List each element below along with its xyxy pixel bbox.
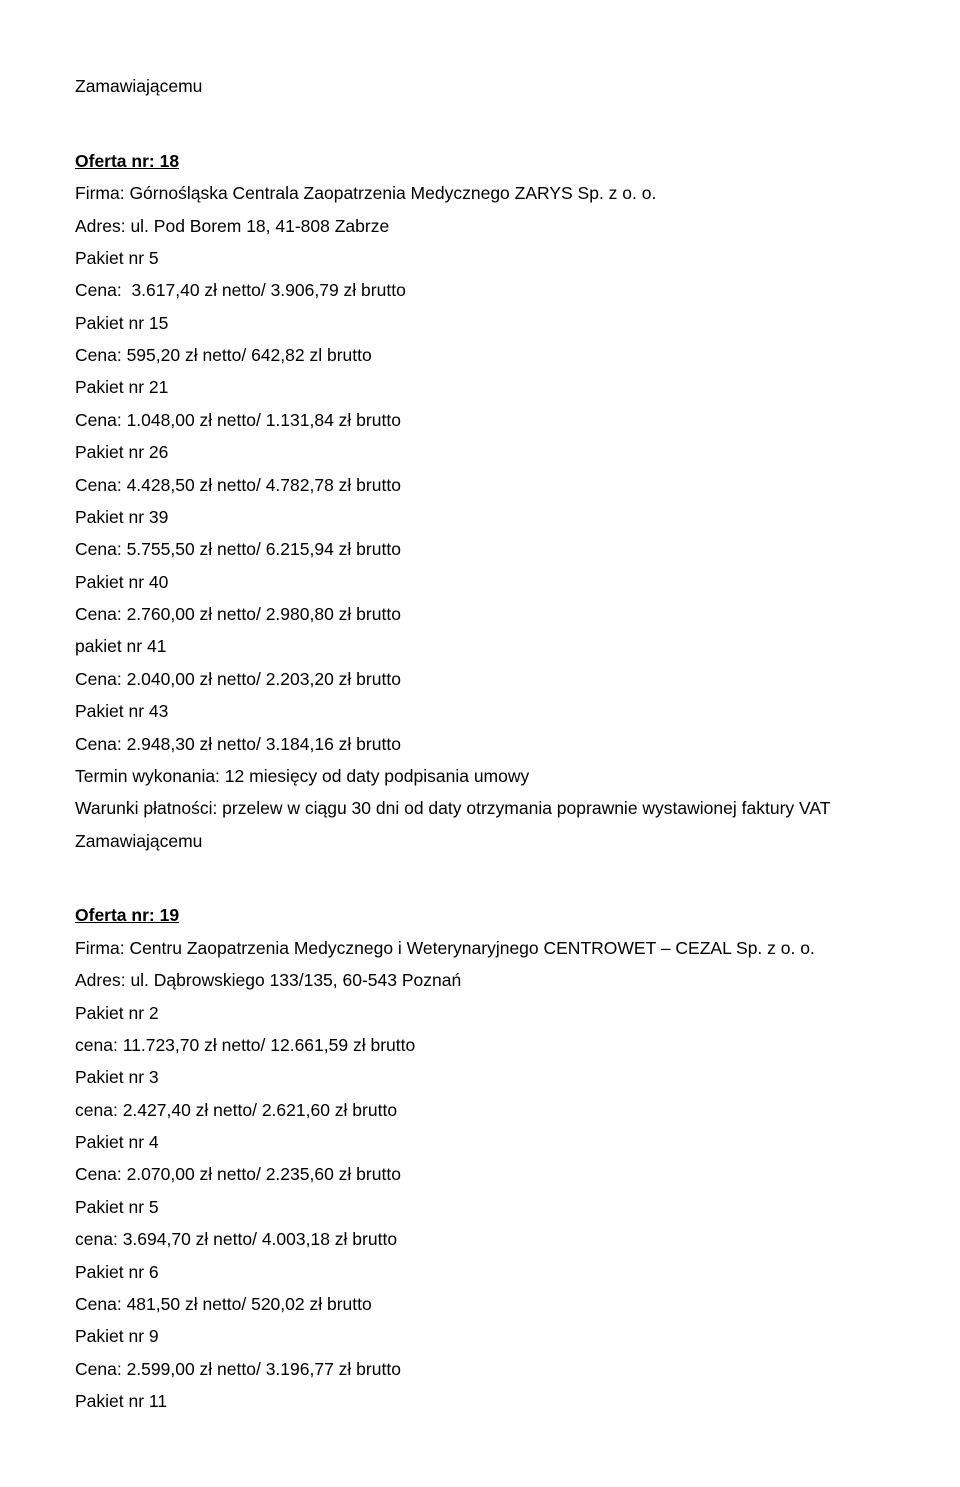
document-line: Pakiet nr 4 [75, 1126, 885, 1158]
offer-heading: Oferta nr: 19 [75, 899, 885, 931]
document-line: Pakiet nr 5 [75, 1191, 885, 1223]
document-body: Zamawiającemu Oferta nr: 18 Firma: Górno… [75, 70, 885, 1417]
line-prefix: Cena: [75, 475, 127, 495]
document-line: Pakiet nr 39 [75, 501, 885, 533]
document-line: Pakiet nr 40 [75, 566, 885, 598]
line-prefix: Cena: [75, 604, 127, 624]
offer-block-18: Oferta nr: 18 Firma: Górnośląska Central… [75, 145, 885, 857]
line-text: 2.599,00 zł netto/ 3.196,77 zł brutto [127, 1359, 401, 1379]
document-line: Cena: 5.755,50 zł netto/ 6.215,94 zł bru… [75, 533, 885, 565]
line-prefix: Cena: [75, 669, 127, 689]
line-prefix: cena: [75, 1229, 123, 1249]
document-line: Pakiet nr 5 [75, 242, 885, 274]
line-prefix: cena: [75, 1035, 123, 1055]
line-text: 4.428,50 zł netto/ 4.782,78 zł brutto [127, 475, 401, 495]
trailing-line: Zamawiającemu [75, 70, 885, 102]
document-line: Pakiet nr 26 [75, 436, 885, 468]
line-prefix: Cena: [75, 1294, 127, 1314]
document-line: Cena: 481,50 zł netto/ 520,02 zł brutto [75, 1288, 885, 1320]
document-line: cena: 11.723,70 zł netto/ 12.661,59 zł b… [75, 1029, 885, 1061]
line-text: 481,50 zł netto/ 520,02 zł brutto [127, 1294, 372, 1314]
offer-lines: Firma: Centru Zaopatrzenia Medycznego i … [75, 932, 885, 1418]
line-prefix: cena: [75, 1100, 123, 1120]
document-line: Cena: 2.948,30 zł netto/ 3.184,16 zł bru… [75, 728, 885, 760]
document-line: Termin wykonania: 12 miesięcy od daty po… [75, 760, 885, 792]
line-text: 11.723,70 zł netto/ 12.661,59 zł brutto [123, 1035, 416, 1055]
line-text: 595,20 zł netto/ 642,82 zl brutto [127, 345, 372, 365]
document-line: Warunki płatności: przelew w ciągu 30 dn… [75, 792, 885, 857]
document-line: Pakiet nr 11 [75, 1385, 885, 1417]
offer-heading: Oferta nr: 18 [75, 145, 885, 177]
line-text: 1.048,00 zł netto/ 1.131,84 zł brutto [127, 410, 401, 430]
document-line: Cena: 2.040,00 zł netto/ 2.203,20 zł bru… [75, 663, 885, 695]
document-line: Pakiet nr 3 [75, 1061, 885, 1093]
document-line: Pakiet nr 15 [75, 307, 885, 339]
line-text: 2.948,30 zł netto/ 3.184,16 zł brutto [127, 734, 401, 754]
document-line: Pakiet nr 21 [75, 371, 885, 403]
document-line: Pakiet nr 9 [75, 1320, 885, 1352]
document-line: Firma: Górnośląska Centrala Zaopatrzenia… [75, 177, 885, 209]
document-line: cena: 3.694,70 zł netto/ 4.003,18 zł bru… [75, 1223, 885, 1255]
document-line: Cena: 4.428,50 zł netto/ 4.782,78 zł bru… [75, 469, 885, 501]
document-line: Adres: ul. Dąbrowskiego 133/135, 60-543 … [75, 964, 885, 996]
document-line: Pakiet nr 6 [75, 1256, 885, 1288]
document-line: Pakiet nr 2 [75, 997, 885, 1029]
line-text: 5.755,50 zł netto/ 6.215,94 zł brutto [127, 539, 401, 559]
line-text: 3.694,70 zł netto/ 4.003,18 zł brutto [123, 1229, 397, 1249]
line-text: 2.427,40 zł netto/ 2.621,60 zł brutto [123, 1100, 397, 1120]
document-line: Cena: 2.760,00 zł netto/ 2.980,80 zł bru… [75, 598, 885, 630]
line-prefix: Cena: [75, 1164, 127, 1184]
line-prefix: Cena: [75, 410, 127, 430]
document-line: Cena: 1.048,00 zł netto/ 1.131,84 zł bru… [75, 404, 885, 436]
document-line: Firma: Centru Zaopatrzenia Medycznego i … [75, 932, 885, 964]
line-text: 3.617,40 zł netto/ 3.906,79 zł brutto [131, 280, 405, 300]
document-line: Adres: ul. Pod Borem 18, 41-808 Zabrze [75, 210, 885, 242]
offer-block-19: Oferta nr: 19 Firma: Centru Zaopatrzenia… [75, 899, 885, 1417]
document-line: Cena: 595,20 zł netto/ 642,82 zl brutto [75, 339, 885, 371]
line-text: 2.040,00 zł netto/ 2.203,20 zł brutto [127, 669, 401, 689]
line-text: 2.760,00 zł netto/ 2.980,80 zł brutto [127, 604, 401, 624]
document-line: Cena: 2.599,00 zł netto/ 3.196,77 zł bru… [75, 1353, 885, 1385]
document-line: Cena: 3.617,40 zł netto/ 3.906,79 zł bru… [75, 274, 885, 306]
line-prefix: Cena: [75, 345, 127, 365]
line-text: 2.070,00 zł netto/ 2.235,60 zł brutto [127, 1164, 401, 1184]
offer-lines: Firma: Górnośląska Centrala Zaopatrzenia… [75, 177, 885, 857]
document-line: pakiet nr 41 [75, 630, 885, 662]
document-line: Cena: 2.070,00 zł netto/ 2.235,60 zł bru… [75, 1158, 885, 1190]
document-line: cena: 2.427,40 zł netto/ 2.621,60 zł bru… [75, 1094, 885, 1126]
line-prefix: Cena: [75, 539, 127, 559]
line-prefix: Cena: [75, 1359, 127, 1379]
line-prefix: Cena: [75, 734, 127, 754]
line-prefix: Cena: [75, 280, 131, 300]
document-line: Pakiet nr 43 [75, 695, 885, 727]
